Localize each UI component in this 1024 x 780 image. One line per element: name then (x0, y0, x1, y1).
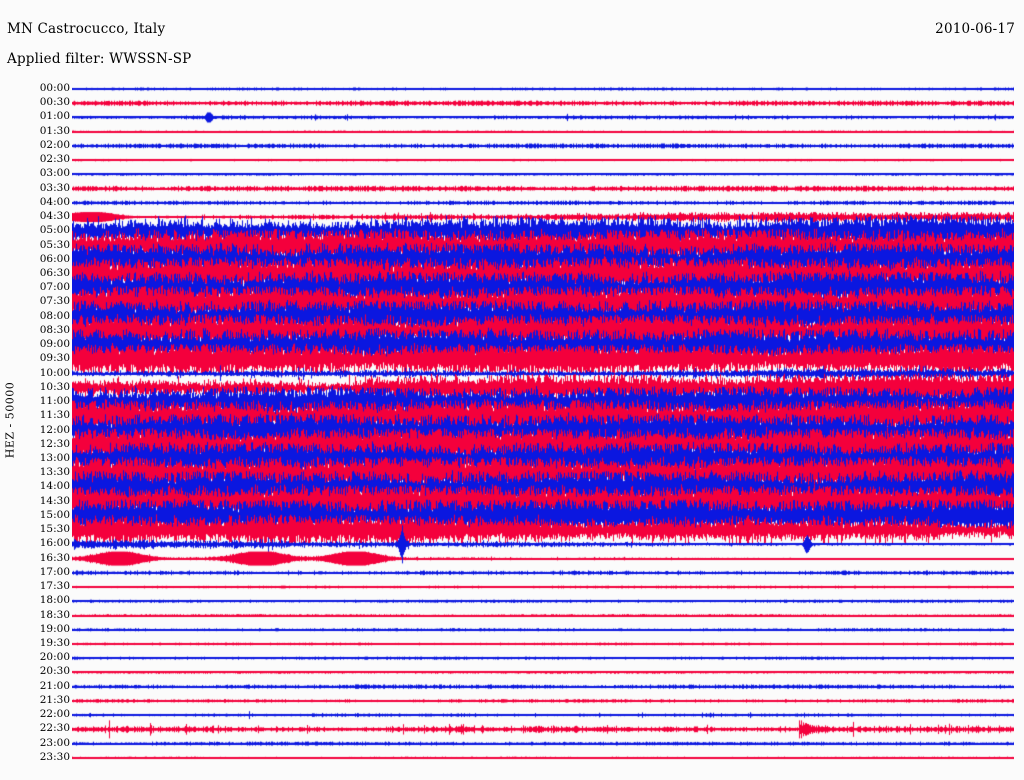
axis-tick-label: 14:00 (39, 480, 70, 493)
axis-tick-label: 08:00 (39, 309, 70, 322)
axis-tick-label: 12:00 (39, 423, 70, 436)
axis-tick-label: 23:30 (39, 750, 70, 763)
axis-tick-label: 04:00 (39, 195, 70, 208)
record-date-label: 2010-06-17 (935, 21, 1015, 37)
axis-tick-label: 23:00 (39, 736, 70, 749)
axis-tick-label: 07:30 (39, 295, 70, 308)
axis-tick-label: 02:00 (39, 138, 70, 151)
axis-tick-label: 20:00 (39, 651, 70, 664)
axis-tick-label: 11:30 (39, 409, 70, 422)
axis-tick-label: 07:00 (39, 281, 70, 294)
axis-tick-label: 14:30 (39, 494, 70, 507)
axis-tick-label: 16:30 (39, 551, 70, 564)
axis-tick-label: 17:30 (39, 580, 70, 593)
axis-tick-label: 06:00 (39, 252, 70, 265)
axis-tick-label: 00:30 (39, 96, 70, 109)
axis-tick-label: 00:00 (39, 82, 70, 94)
axis-tick-label: 01:00 (39, 110, 70, 123)
time-axis: 00:00 00:30 01:00 01:30 02:00 02:30 03:00 03:30… (22, 82, 70, 772)
axis-tick-label: 18:00 (39, 594, 70, 607)
axis-tick-label: 17:00 (39, 565, 70, 578)
axis-tick-label: 13:00 (39, 451, 70, 464)
axis-tick-label: 21:30 (39, 693, 70, 706)
applied-filter-label: Applied filter: WWSSN-SP (7, 51, 192, 67)
axis-tick-label: 11:00 (39, 395, 70, 408)
axis-tick-label: 05:30 (39, 238, 70, 251)
axis-tick-label: 04:30 (39, 210, 70, 223)
axis-tick-label: 18:30 (39, 608, 70, 621)
axis-tick-label: 22:30 (39, 722, 70, 735)
seismic-trace-canvas (72, 78, 1014, 772)
axis-tick-label: 09:30 (39, 352, 70, 365)
axis-tick-label: 21:00 (39, 679, 70, 692)
axis-tick-label: 06:30 (39, 266, 70, 279)
axis-tick-label: 22:00 (39, 708, 70, 721)
axis-tick-label: 10:30 (39, 380, 70, 393)
axis-tick-label: 15:30 (39, 523, 70, 536)
axis-tick-label: 13:30 (39, 466, 70, 479)
axis-tick-label: 03:30 (39, 181, 70, 194)
axis-tick-label: 05:00 (39, 224, 70, 237)
axis-tick-label: 19:00 (39, 622, 70, 635)
axis-tick-label: 01:30 (39, 124, 70, 137)
axis-tick-label: 03:00 (39, 167, 70, 180)
axis-tick-label: 20:30 (39, 665, 70, 678)
axis-tick-label: 02:30 (39, 153, 70, 166)
axis-tick-label: 15:00 (39, 508, 70, 521)
axis-tick-label: 12:30 (39, 437, 70, 450)
axis-tick-label: 09:00 (39, 338, 70, 351)
axis-tick-label: 08:30 (39, 323, 70, 336)
page-title: MN Castrocucco, Italy (7, 21, 166, 37)
axis-tick-label: 16:00 (39, 537, 70, 550)
axis-tick-label: 10:00 (39, 366, 70, 379)
axis-tick-label: 19:30 (39, 636, 70, 649)
